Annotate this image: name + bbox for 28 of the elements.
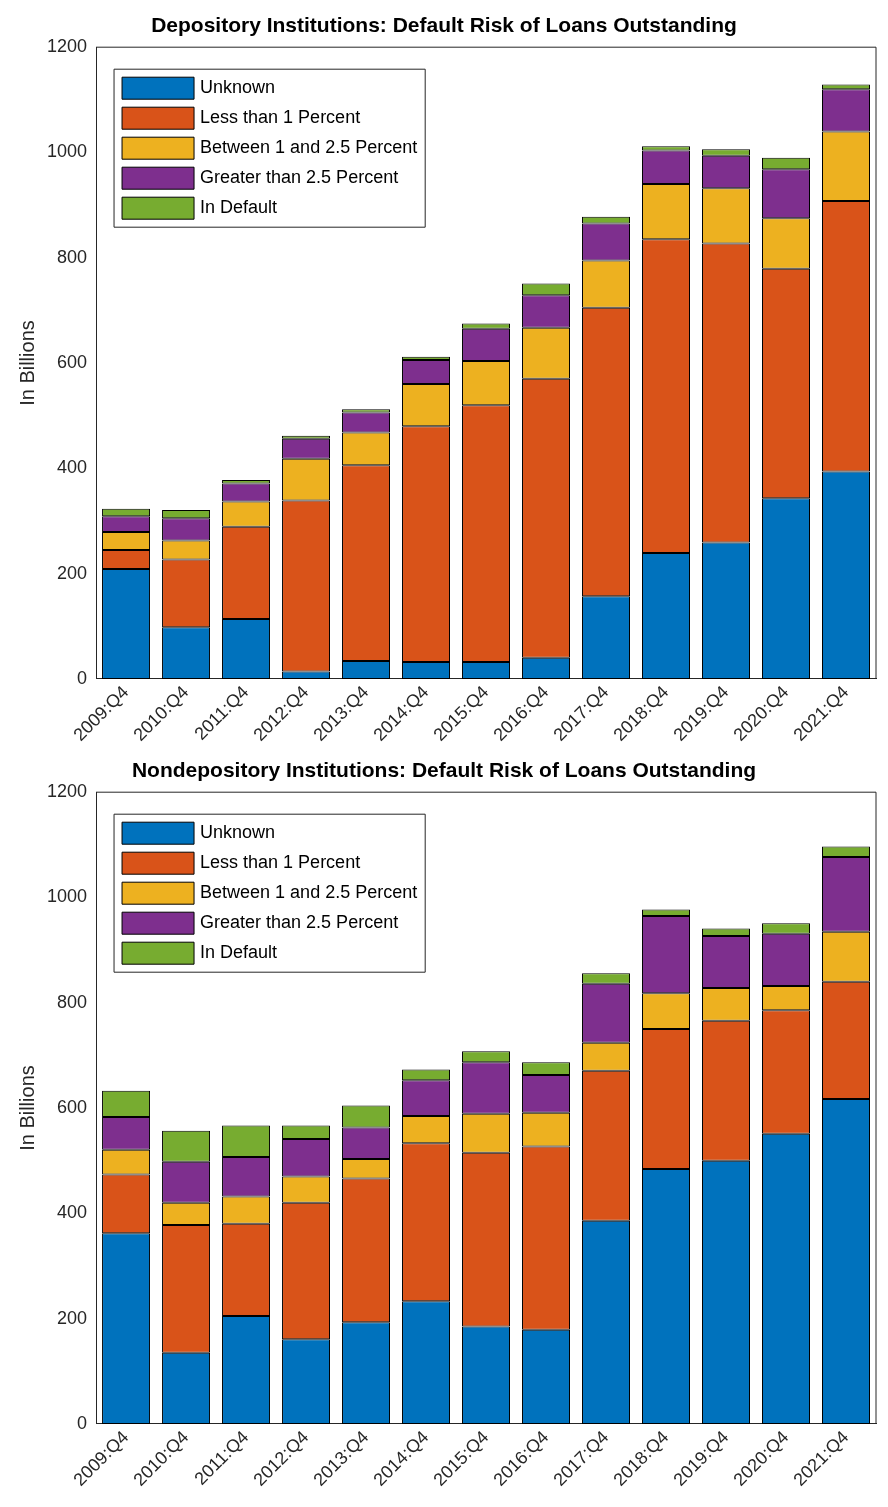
y-tick-label: 200	[57, 1307, 88, 1328]
legend-label: Between 1 and 2.5 Percent	[200, 882, 418, 903]
legend-label: Unknown	[200, 77, 276, 98]
y-tick-label: 400	[57, 457, 88, 478]
legend-label: Greater than 2.5 Percent	[200, 912, 399, 933]
y-tick-label: 1000	[47, 886, 88, 907]
y-tick-label: 0	[77, 1412, 88, 1433]
legend-label: In Default	[200, 942, 278, 963]
y-tick-label: 800	[57, 991, 88, 1012]
legend-label: Less than 1 Percent	[200, 107, 361, 128]
chart-title: Nondepository Institutions: Default Risk of Loans Outstanding	[131, 758, 757, 782]
y-axis-title: In Billions	[15, 1065, 38, 1151]
y-tick-label: 200	[57, 562, 88, 583]
y-tick-label: 600	[57, 1097, 88, 1118]
y-axis-title: In Billions	[15, 320, 38, 406]
chart-title: Depository Institutions: Default Risk of Loans Outstanding	[151, 13, 737, 37]
y-tick-label: 600	[57, 352, 88, 373]
legend-label: Unknown	[200, 822, 276, 843]
y-tick-label: 0	[77, 667, 88, 688]
y-tick-label: 1200	[47, 36, 88, 57]
y-tick-label: 1000	[47, 141, 88, 162]
y-tick-label: 400	[57, 1202, 88, 1223]
legend-label: In Default	[200, 197, 278, 218]
y-tick-label: 1200	[47, 781, 88, 802]
legend-label: Less than 1 Percent	[200, 852, 361, 873]
legend-label: Between 1 and 2.5 Percent	[200, 137, 418, 158]
y-tick-label: 800	[57, 246, 88, 267]
legend-label: Greater than 2.5 Percent	[200, 167, 399, 188]
